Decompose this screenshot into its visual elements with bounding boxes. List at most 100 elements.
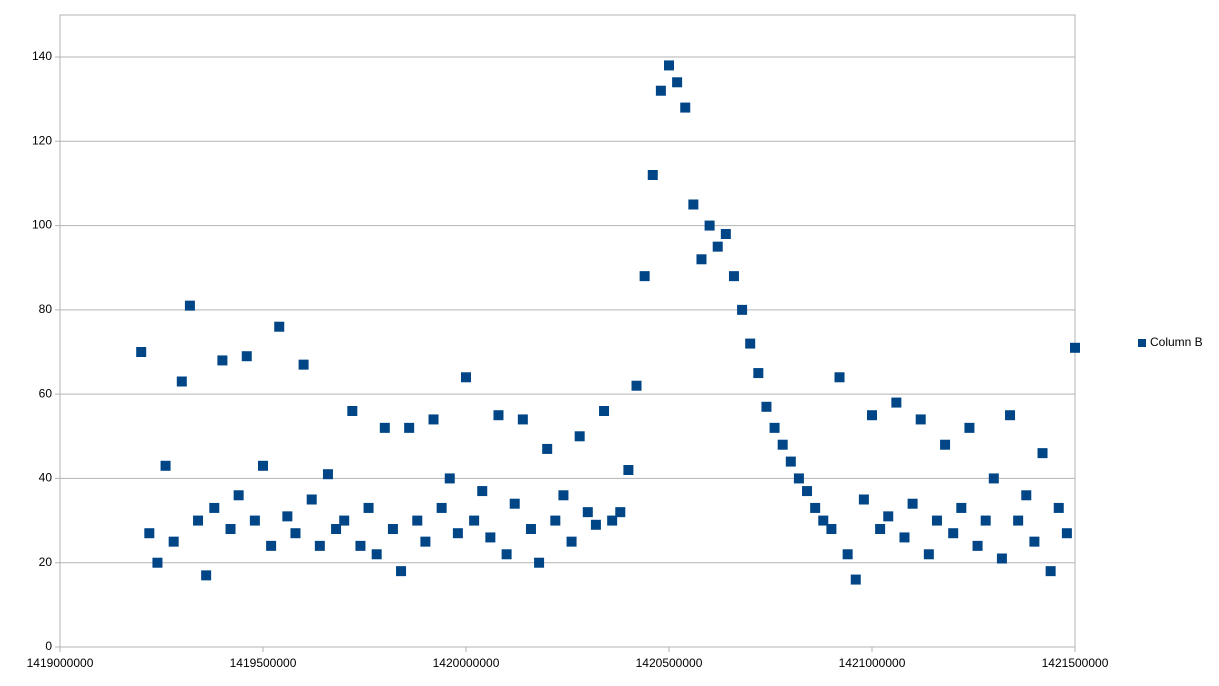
marker [923, 549, 934, 560]
marker [988, 473, 999, 484]
marker [225, 524, 236, 534]
marker [647, 170, 658, 180]
marker [728, 271, 739, 282]
marker [1005, 410, 1016, 421]
marker [793, 473, 804, 484]
marker [428, 414, 439, 425]
marker [769, 422, 780, 433]
y-tick-label: 20 [39, 555, 53, 569]
marker [826, 524, 837, 534]
marker [590, 519, 601, 530]
marker [144, 528, 155, 539]
marker [875, 524, 886, 534]
marker [452, 528, 463, 539]
marker [509, 498, 520, 509]
x-tick-label: 1419000000 [27, 656, 94, 670]
x-tick-label: 1421500000 [1042, 656, 1109, 670]
marker [282, 511, 293, 522]
marker [956, 502, 967, 513]
marker [558, 490, 569, 501]
marker [176, 376, 187, 387]
marker [931, 515, 942, 526]
marker [899, 532, 910, 543]
marker [582, 507, 593, 518]
marker [266, 540, 277, 551]
marker [680, 102, 691, 113]
marker [850, 574, 861, 585]
marker [420, 536, 431, 547]
marker [379, 422, 390, 433]
x-tick-label: 1420500000 [636, 656, 703, 670]
marker [193, 515, 204, 526]
marker [152, 557, 163, 568]
legend-label: Column B [1150, 335, 1203, 349]
marker [412, 515, 423, 526]
y-tick-label: 0 [45, 639, 52, 653]
marker [534, 557, 545, 568]
marker [639, 271, 650, 282]
marker [980, 515, 991, 526]
x-tick-label: 1420000000 [433, 656, 500, 670]
marker [599, 406, 610, 416]
marker [249, 515, 260, 526]
marker [655, 85, 666, 96]
marker [331, 524, 342, 534]
marker [201, 570, 212, 581]
marker [550, 515, 561, 526]
marker [631, 380, 642, 391]
marker [915, 414, 926, 425]
marker [1061, 528, 1072, 539]
marker [347, 406, 358, 416]
marker [209, 502, 220, 513]
marker [940, 439, 951, 450]
marker [371, 549, 382, 560]
marker [1053, 502, 1064, 513]
marker [290, 528, 301, 539]
marker [802, 486, 813, 497]
marker [217, 355, 228, 366]
marker [867, 410, 877, 421]
y-tick-label: 100 [32, 218, 52, 232]
marker [387, 524, 398, 534]
marker [485, 532, 496, 543]
marker [883, 511, 894, 522]
marker [1045, 566, 1056, 577]
marker [834, 372, 845, 383]
marker [436, 502, 447, 513]
y-tick-label: 120 [32, 133, 52, 147]
marker [948, 528, 959, 539]
marker [241, 351, 252, 362]
marker [1013, 515, 1024, 526]
x-tick-label: 1419500000 [230, 656, 297, 670]
marker [566, 536, 577, 547]
marker [1070, 342, 1080, 353]
marker [477, 486, 488, 497]
marker [501, 549, 512, 560]
marker [745, 338, 756, 349]
marker [274, 321, 285, 332]
marker [306, 494, 317, 505]
marker [607, 515, 618, 526]
marker [258, 460, 268, 471]
marker [737, 304, 748, 315]
marker [696, 254, 707, 265]
marker [233, 490, 244, 501]
marker [363, 502, 374, 513]
marker [664, 60, 674, 71]
marker [1029, 536, 1040, 547]
marker [355, 540, 366, 551]
marker [322, 469, 333, 480]
marker [160, 460, 171, 471]
legend-marker [1138, 339, 1146, 347]
x-tick-label: 1421000000 [839, 656, 906, 670]
plot-area [59, 14, 1076, 648]
marker [574, 431, 585, 442]
marker [704, 220, 715, 231]
marker [972, 540, 983, 551]
marker [858, 494, 869, 505]
marker [298, 359, 309, 370]
marker [810, 502, 821, 513]
marker [753, 368, 764, 379]
marker [444, 473, 455, 484]
